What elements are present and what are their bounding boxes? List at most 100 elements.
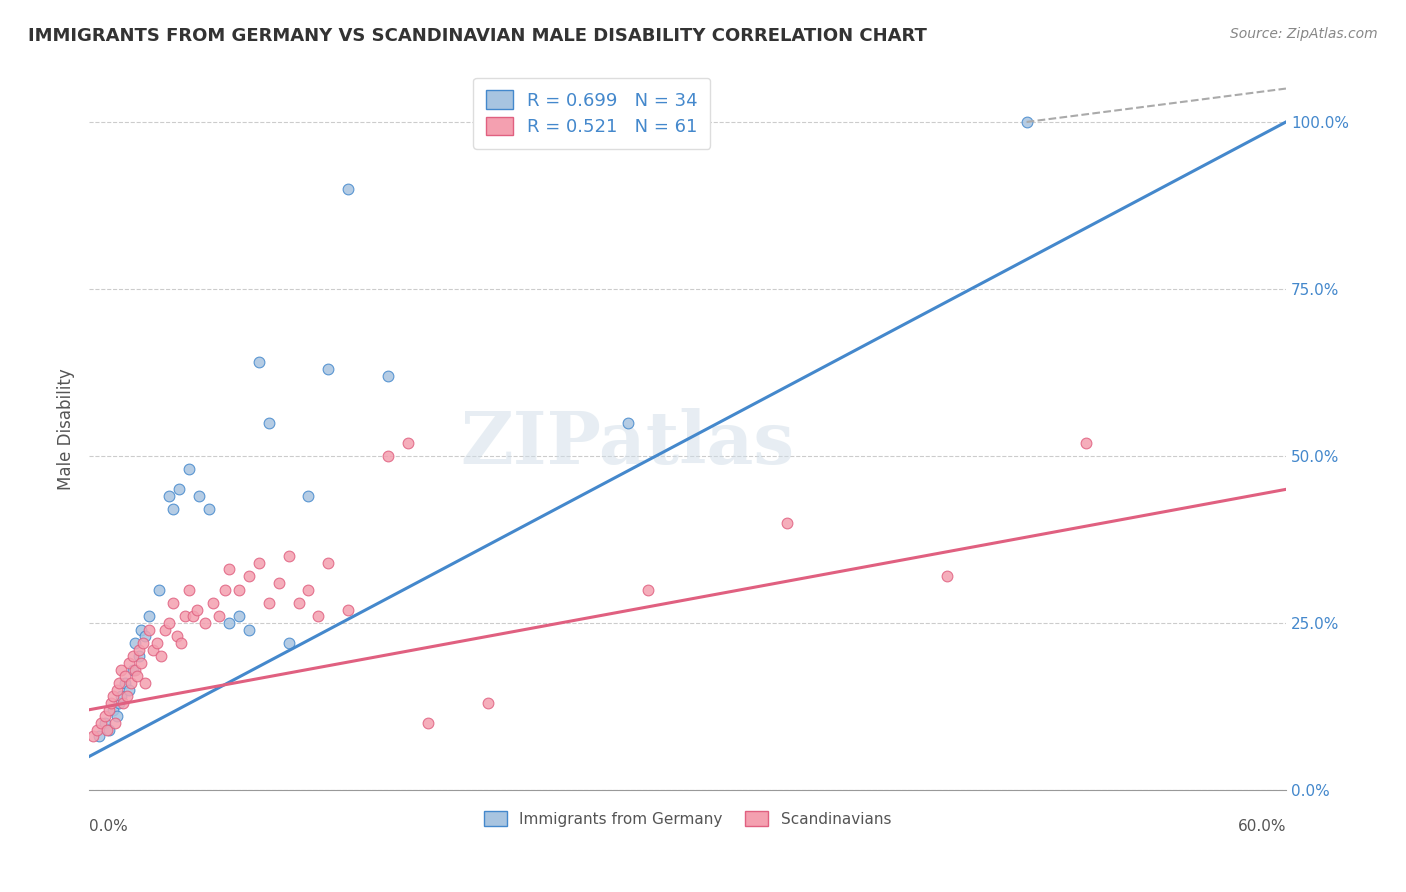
Point — [238, 569, 260, 583]
Point — [218, 615, 240, 630]
Legend: Immigrants from Germany, Scandinavians: Immigrants from Germany, Scandinavians — [478, 805, 897, 833]
Point — [277, 549, 299, 563]
Point — [142, 642, 165, 657]
Point — [128, 642, 150, 657]
Point — [138, 623, 160, 637]
Point — [157, 489, 180, 503]
Point — [177, 462, 200, 476]
Point — [162, 502, 184, 516]
Point — [101, 690, 124, 704]
Point — [114, 669, 136, 683]
Point — [118, 656, 141, 670]
Point — [247, 355, 270, 369]
Point — [935, 569, 957, 583]
Point — [134, 676, 156, 690]
Point — [114, 676, 136, 690]
Point — [111, 696, 134, 710]
Point — [149, 649, 172, 664]
Point — [197, 502, 219, 516]
Y-axis label: Male Disability: Male Disability — [58, 368, 75, 490]
Point — [776, 516, 799, 530]
Point — [104, 716, 127, 731]
Point — [238, 623, 260, 637]
Point — [98, 723, 121, 737]
Point — [277, 636, 299, 650]
Point — [148, 582, 170, 597]
Point — [177, 582, 200, 597]
Point — [208, 609, 231, 624]
Point — [318, 556, 340, 570]
Point — [257, 596, 280, 610]
Point — [105, 709, 128, 723]
Point — [129, 623, 152, 637]
Point — [287, 596, 309, 610]
Point — [124, 636, 146, 650]
Point — [194, 615, 217, 630]
Text: 0.0%: 0.0% — [89, 819, 128, 834]
Point — [100, 696, 122, 710]
Point — [87, 730, 110, 744]
Point — [96, 723, 118, 737]
Point — [308, 609, 330, 624]
Point — [337, 182, 360, 196]
Point — [162, 596, 184, 610]
Point — [257, 416, 280, 430]
Point — [170, 636, 193, 650]
Point — [124, 663, 146, 677]
Text: ZIPatlas: ZIPatlas — [461, 409, 794, 479]
Point — [153, 623, 176, 637]
Point — [94, 709, 117, 723]
Point — [105, 682, 128, 697]
Point — [228, 582, 250, 597]
Point — [146, 636, 169, 650]
Point — [108, 676, 131, 690]
Point — [1015, 115, 1038, 129]
Point — [267, 575, 290, 590]
Point — [337, 602, 360, 616]
Point — [132, 636, 155, 650]
Point — [128, 649, 150, 664]
Point — [247, 556, 270, 570]
Text: 60.0%: 60.0% — [1237, 819, 1286, 834]
Point — [418, 716, 440, 731]
Point — [201, 596, 224, 610]
Point — [181, 609, 204, 624]
Point — [167, 483, 190, 497]
Point — [186, 602, 208, 616]
Point — [86, 723, 108, 737]
Point — [166, 629, 188, 643]
Point — [98, 703, 121, 717]
Point — [297, 582, 319, 597]
Point — [214, 582, 236, 597]
Point — [377, 449, 399, 463]
Point — [377, 368, 399, 383]
Point — [115, 690, 138, 704]
Point — [297, 489, 319, 503]
Point — [94, 716, 117, 731]
Point — [108, 696, 131, 710]
Point — [110, 690, 132, 704]
Point — [173, 609, 195, 624]
Point — [157, 615, 180, 630]
Point — [118, 682, 141, 697]
Point — [318, 362, 340, 376]
Point — [477, 696, 499, 710]
Point — [101, 703, 124, 717]
Point — [228, 609, 250, 624]
Point — [187, 489, 209, 503]
Point — [138, 609, 160, 624]
Point — [110, 663, 132, 677]
Text: Source: ZipAtlas.com: Source: ZipAtlas.com — [1230, 27, 1378, 41]
Point — [90, 716, 112, 731]
Point — [637, 582, 659, 597]
Point — [134, 629, 156, 643]
Point — [122, 663, 145, 677]
Point — [120, 676, 142, 690]
Text: IMMIGRANTS FROM GERMANY VS SCANDINAVIAN MALE DISABILITY CORRELATION CHART: IMMIGRANTS FROM GERMANY VS SCANDINAVIAN … — [28, 27, 927, 45]
Point — [82, 730, 104, 744]
Point — [616, 416, 638, 430]
Point — [218, 562, 240, 576]
Point — [129, 656, 152, 670]
Point — [396, 435, 419, 450]
Point — [1076, 435, 1098, 450]
